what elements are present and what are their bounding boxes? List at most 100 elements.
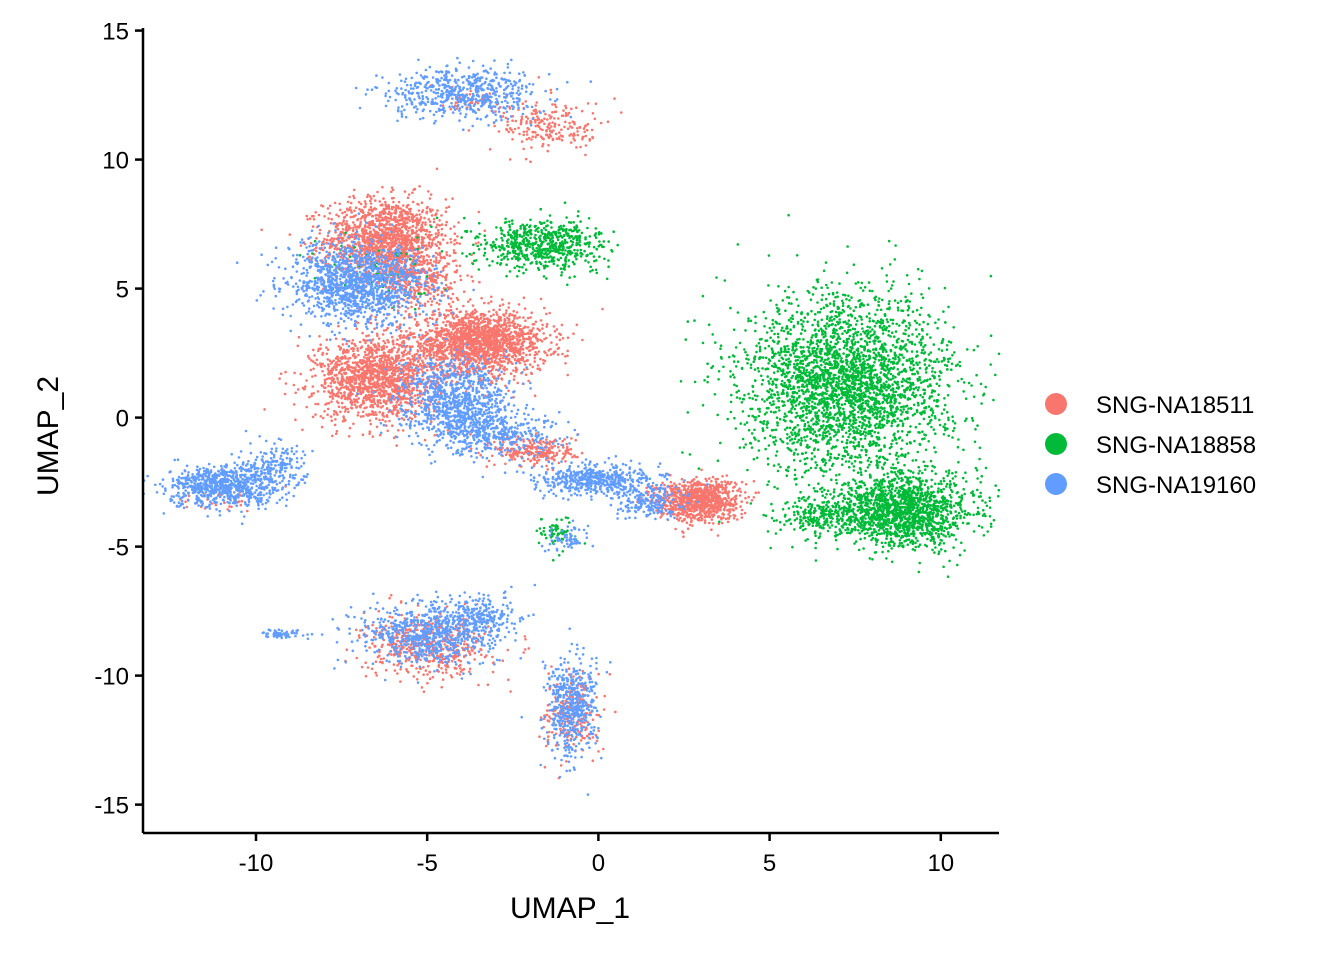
data-point [569,447,573,451]
data-point [519,353,522,356]
data-point [284,382,288,385]
data-point [459,323,462,326]
data-point [440,346,444,350]
data-point [466,274,469,277]
data-point [366,242,370,245]
data-point [499,318,503,322]
data-point [378,246,381,249]
data-point [288,233,292,236]
data-point [400,261,403,265]
data-point [333,237,336,241]
data-point [536,364,540,367]
data-point [520,356,524,359]
data-point [361,359,365,363]
data-point [487,325,490,329]
data-point [395,342,399,346]
data-point [404,400,408,404]
data-point [494,340,497,344]
data-point [350,386,354,389]
data-point [453,243,456,246]
data-point [385,384,389,388]
data-point [347,388,351,391]
data-point [397,241,401,244]
data-point [435,167,439,171]
data-point [346,407,350,411]
data-point [555,328,559,331]
data-point [301,386,305,390]
data-point [522,351,525,355]
data-point [491,375,495,379]
data-point [378,391,382,395]
data-point [448,254,452,257]
data-point [351,388,355,392]
data-point [263,408,266,411]
data-point [351,229,355,233]
data-point [506,321,510,325]
data-point [409,333,413,337]
data-point [397,200,401,204]
data-point [425,253,429,257]
data-point [450,331,453,334]
data-point [435,236,439,239]
data-point [508,360,512,363]
data-point [408,226,412,229]
data-point [428,197,432,200]
data-point [359,368,363,371]
data-point [476,330,480,333]
data-point [492,308,496,312]
data-point [319,343,323,347]
data-point [341,394,344,398]
data-point [317,213,321,217]
data-point [502,323,505,327]
data-point [433,330,437,334]
data-point [518,358,521,362]
data-point [348,426,352,430]
data-point [438,241,442,245]
data-point [419,226,423,229]
data-point [358,365,361,369]
data-point [517,451,520,454]
data-point [330,391,333,395]
data-point [383,238,387,241]
data-point [330,400,333,404]
data-point [445,251,448,254]
data-point [387,207,391,210]
data-point [424,244,428,247]
data-point [385,414,389,417]
data-point [485,465,489,468]
data-point [384,207,388,211]
data-point [458,362,462,366]
data-point [557,461,561,465]
data-point [396,350,399,354]
data-point [422,255,426,258]
data-point [511,341,515,345]
data-point [384,200,387,204]
data-point [321,416,325,420]
data-point [438,303,441,306]
data-point [392,361,396,365]
data-point [363,244,366,248]
data-point [399,359,402,363]
data-point [373,327,376,331]
data-point [512,319,515,323]
data-point [421,221,425,224]
data-point [406,196,410,199]
data-point [504,453,508,457]
data-point [487,365,491,369]
data-point [336,376,339,380]
data-point [505,309,508,312]
data-point [344,351,348,354]
data-point [382,381,385,385]
data-point [543,350,546,354]
data-point [501,343,505,346]
data-point [305,214,309,218]
data-point [526,326,530,329]
data-point [503,360,506,363]
data-point [453,369,456,373]
data-point [512,351,516,355]
data-point [395,383,398,387]
data-point [447,320,450,323]
data-point [323,378,327,382]
data-point [377,258,381,262]
data-point [563,438,566,441]
